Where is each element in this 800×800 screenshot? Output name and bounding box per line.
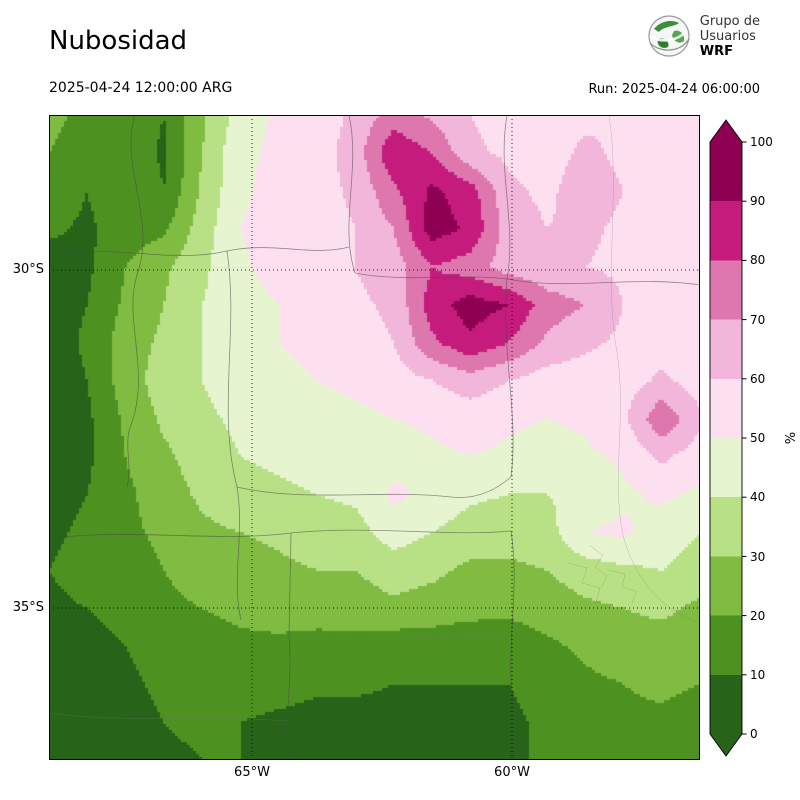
colorbar-tick-labels: 0 10 20 30 40 50 60 70 80 90 100 — [750, 135, 773, 741]
colorbar-tick-label: 60 — [750, 372, 765, 386]
colorbar-tick-label: 70 — [750, 313, 765, 327]
lon-tick-60w: 60°W — [494, 765, 530, 780]
logo-line-1: Grupo de — [699, 13, 760, 29]
colorbar-unit-label: % — [781, 432, 796, 444]
colorbar-arrow-top — [710, 120, 742, 142]
globe-icon — [648, 15, 690, 57]
colorbar-arrow-bottom — [710, 734, 742, 756]
colorbar-tick-label: 100 — [750, 135, 773, 149]
colorbar-segment — [710, 674, 742, 734]
colorbar-segments — [710, 142, 742, 734]
colorbar-tick-label: 0 — [750, 727, 758, 741]
cloud-cover-field — [49, 115, 700, 760]
colorbar-tick-label: 30 — [750, 550, 765, 564]
colorbar-ticks — [742, 141, 747, 735]
colorbar: 0 10 20 30 40 50 60 70 80 90 100 % — [709, 119, 796, 757]
grid-lines — [49, 115, 700, 760]
colorbar-segment — [710, 497, 742, 557]
valid-time: 2025-04-24 12:00:00 ARG — [49, 80, 233, 96]
province-borders — [49, 115, 700, 760]
colorbar-tick-label: 90 — [750, 194, 765, 208]
colorbar-segment — [710, 201, 742, 261]
colorbar-segment — [710, 378, 742, 438]
colorbar-segment — [710, 142, 742, 202]
run-time: Run: 2025-04-24 06:00:00 — [588, 82, 760, 97]
colorbar-segment — [710, 319, 742, 379]
colorbar-tick-label: 10 — [750, 668, 765, 682]
lon-tick-65w: 65°W — [234, 765, 270, 780]
colorbar-segment — [710, 260, 742, 320]
colorbar-tick-label: 40 — [750, 490, 765, 504]
map-area — [49, 115, 700, 760]
wrf-logo: Grupo de Usuarios WRF — [646, 13, 760, 59]
colorbar-segment — [710, 615, 742, 675]
colorbar-tick-label: 20 — [750, 609, 765, 623]
colorbar-tick-label: 80 — [750, 253, 765, 267]
lat-tick-30s: 30°S — [12, 262, 44, 277]
logo-line-3: WRF — [699, 43, 733, 59]
colorbar-segment — [710, 556, 742, 616]
map-frame — [49, 115, 700, 760]
logo-text: Grupo de Usuarios WRF — [700, 14, 760, 59]
logo-line-2: Usuarios — [699, 28, 756, 44]
page-title: Nubosidad — [49, 26, 188, 56]
lat-tick-35s: 35°S — [12, 600, 44, 615]
map-overlay — [49, 115, 700, 760]
colorbar-segment — [710, 438, 742, 498]
colorbar-tick-label: 50 — [750, 431, 765, 445]
